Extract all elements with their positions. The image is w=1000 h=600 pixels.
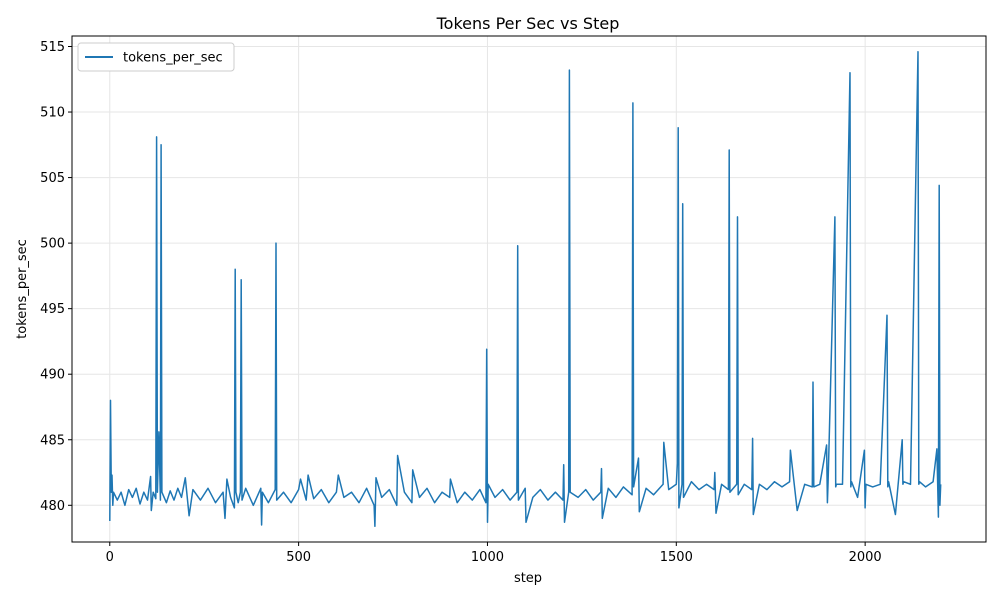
- legend-label: tokens_per_sec: [123, 51, 223, 66]
- y-tick-label: 515: [40, 40, 65, 55]
- x-axis-ticks: 0 500 1000 1500 2000: [106, 542, 882, 565]
- chart-title: Tokens Per Sec vs Step: [436, 14, 620, 33]
- x-tick-label: 1000: [471, 550, 504, 565]
- x-tick-label: 1500: [660, 550, 693, 565]
- y-tick-label: 510: [40, 106, 65, 121]
- y-axis-label: tokens_per_sec: [15, 239, 30, 339]
- x-tick-label: 0: [106, 550, 114, 565]
- legend-box: [77, 42, 235, 72]
- y-tick-label: 495: [40, 302, 65, 317]
- series-layer: [109, 50, 942, 528]
- x-axis-label: step: [514, 571, 542, 586]
- y-tick-label: 485: [40, 433, 65, 448]
- y-tick-label: 480: [40, 499, 65, 514]
- y-tick-label: 490: [40, 368, 65, 383]
- y-tick-label: 500: [40, 237, 65, 252]
- y-axis-ticks: 480 485 490 495 500 505 510 515: [40, 40, 72, 514]
- x-tick-label: 2000: [849, 550, 882, 565]
- series-line-tokens-per-sec: [109, 50, 942, 528]
- plot-frame: [71, 35, 987, 543]
- legend: tokens_per_sec: [77, 42, 235, 72]
- y-tick-label: 505: [40, 171, 65, 186]
- x-tick-label: 500: [286, 550, 311, 565]
